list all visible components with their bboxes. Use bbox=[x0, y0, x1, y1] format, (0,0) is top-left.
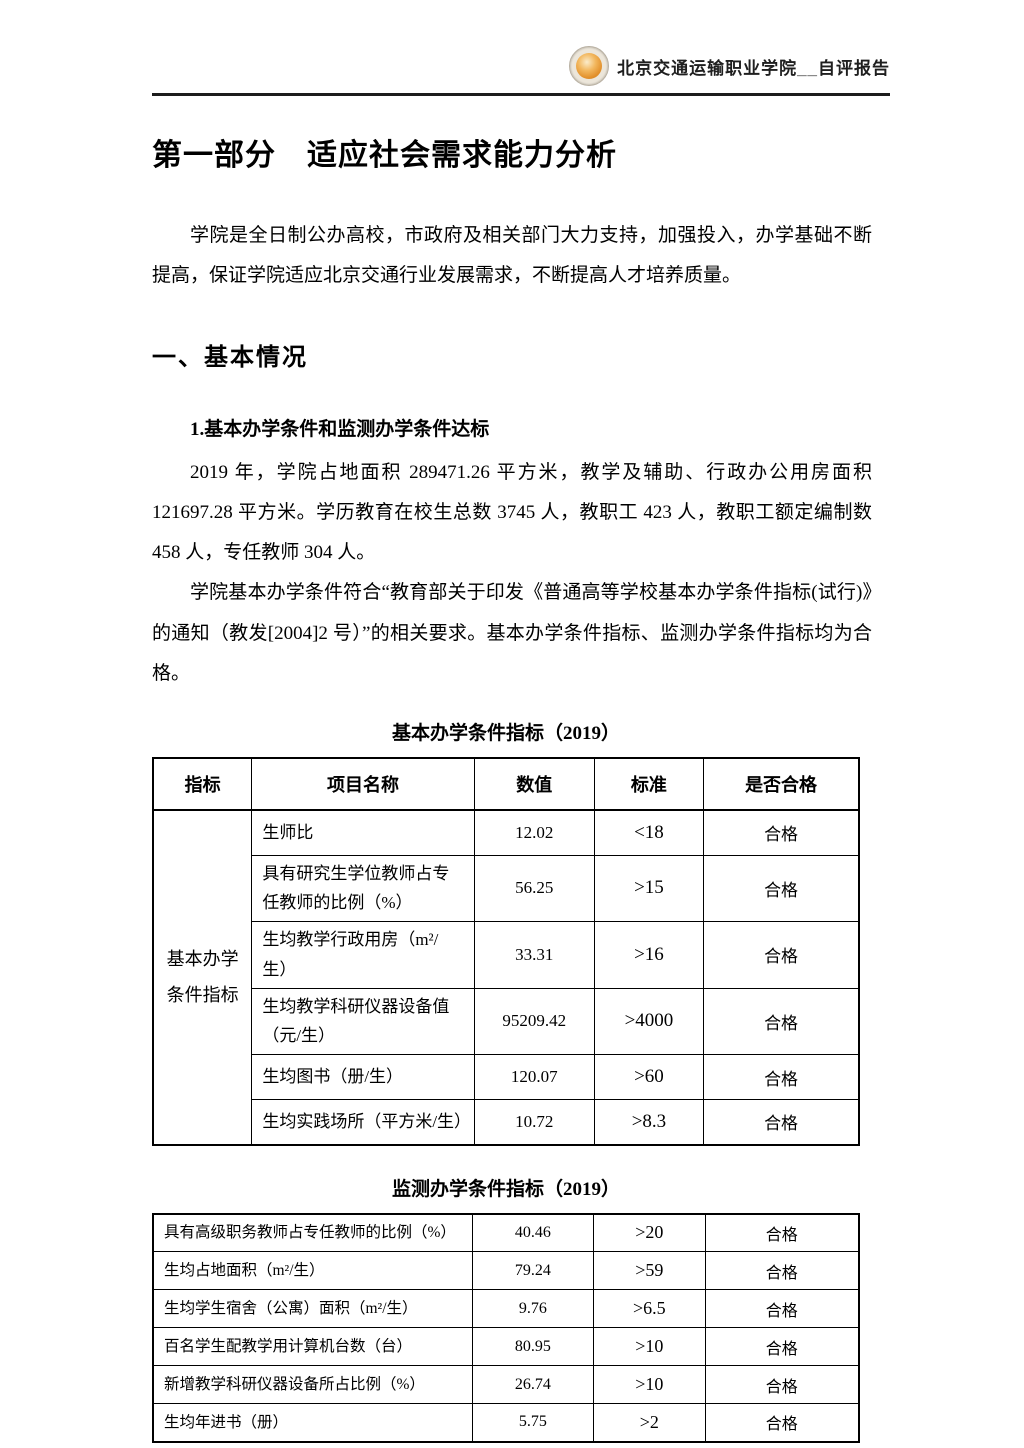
indicator-standard: <18 bbox=[593, 809, 705, 856]
indicator-value: 95209.42 bbox=[473, 987, 595, 1056]
indicator-name: 具有高级职务教师占专任教师的比例（%） bbox=[152, 1213, 473, 1253]
indicator-standard: >8.3 bbox=[593, 1099, 705, 1146]
indicator-value: 79.24 bbox=[471, 1251, 595, 1291]
basic-conditions-table: 指标 项目名称 数值 标准 是否合格 基本办学 条件指标 生师比 12.02 <… bbox=[152, 757, 860, 1146]
intro-paragraph: 学院是全日制公办高校，市政府及相关部门大力支持，加强投入，办学基础不断提高，保证… bbox=[152, 225, 872, 287]
indicator-name: 生均学生宿舍（公寓）面积（m²/生） bbox=[152, 1289, 473, 1329]
indicator-result: 合格 bbox=[703, 1099, 860, 1146]
indicator-result: 合格 bbox=[703, 1054, 860, 1101]
section-heading: 一、基本情况 bbox=[152, 344, 308, 371]
conditions-paragraph: 2019 年，学院占地面积 289471.26 平方米，教学及辅助、行政办公用房… bbox=[152, 461, 872, 564]
table-row: 生均年进书（册） 5.75 >2 合格 bbox=[152, 1403, 860, 1443]
indicator-name: 生均占地面积（m²/生） bbox=[152, 1251, 473, 1291]
indicator-value: 80.95 bbox=[471, 1327, 595, 1367]
indicator-result: 合格 bbox=[704, 1289, 860, 1329]
basic-conditions-table-title: 基本办学条件指标（2019） bbox=[391, 723, 620, 745]
indicator-name: 生均教学行政用房（m²/生） bbox=[251, 921, 475, 989]
table-row: 生均占地面积（m²/生） 79.24 >59 合格 bbox=[152, 1251, 860, 1291]
indicator-result: 合格 bbox=[703, 987, 860, 1056]
indicator-standard: >2 bbox=[593, 1403, 706, 1443]
indicator-result: 合格 bbox=[703, 921, 860, 989]
indicator-name: 具有研究生学位教师占专任教师的比例（%） bbox=[251, 854, 475, 923]
table-row: 具有高级职务教师占专任教师的比例（%） 40.46 >20 合格 bbox=[152, 1213, 860, 1253]
indicator-value: 56.25 bbox=[473, 854, 595, 923]
college-seal-icon bbox=[569, 46, 610, 86]
table-row: 生均实践场所（平方米/生） 10.72 >8.3 合格 bbox=[153, 1099, 860, 1146]
indicator-value: 12.02 bbox=[473, 809, 595, 856]
indicator-standard: >16 bbox=[593, 921, 705, 989]
column-header-standard: 标准 bbox=[593, 757, 705, 812]
indicator-name: 生均图书（册/生） bbox=[251, 1054, 475, 1101]
table-row: 生均教学行政用房（m²/生） 33.31 >16 合格 bbox=[153, 921, 860, 989]
table-row: 生均学生宿舍（公寓）面积（m²/生） 9.76 >6.5 合格 bbox=[152, 1289, 860, 1329]
monitoring-conditions-table: 具有高级职务教师占专任教师的比例（%） 40.46 >20 合格 生均占地面积（… bbox=[152, 1212, 860, 1443]
indicator-name: 生师比 bbox=[251, 809, 475, 856]
compliance-paragraph: 学院基本办学条件符合“教育部关于印发《普通高等学校基本办学条件指标(试行)》的通… bbox=[152, 582, 872, 684]
table-row: 百名学生配教学用计算机台数（台） 80.95 >10 合格 bbox=[152, 1327, 860, 1367]
indicator-result: 合格 bbox=[704, 1213, 860, 1253]
indicator-standard: >60 bbox=[593, 1054, 705, 1101]
table-row: 生均图书（册/生） 120.07 >60 合格 bbox=[153, 1054, 860, 1101]
college-seal-core-icon bbox=[576, 53, 603, 79]
indicator-value: 120.07 bbox=[473, 1054, 595, 1101]
table-row: 生均教学科研仪器设备值（元/生） 95209.42 >4000 合格 bbox=[153, 987, 860, 1056]
indicator-group-cell: 基本办学 条件指标 bbox=[152, 809, 253, 1146]
indicator-value: 40.46 bbox=[471, 1213, 595, 1253]
column-header-value: 数值 bbox=[473, 757, 595, 812]
document-title: 第一部分 适应社会需求能力分析 bbox=[152, 139, 617, 172]
table-row: 基本办学 条件指标 生师比 12.02 <18 合格 bbox=[152, 809, 860, 1146]
group-label-line2: 条件指标 bbox=[166, 985, 239, 1006]
indicator-value: 26.74 bbox=[471, 1365, 595, 1405]
indicator-standard: >10 bbox=[593, 1365, 706, 1405]
indicator-name: 新增教学科研仪器设备所占比例（%） bbox=[152, 1365, 473, 1405]
table-row: 新增教学科研仪器设备所占比例（%） 26.74 >10 合格 bbox=[152, 1365, 860, 1405]
indicator-name: 生均年进书（册） bbox=[152, 1403, 473, 1443]
indicator-value: 33.31 bbox=[473, 921, 595, 989]
indicator-value: 5.75 bbox=[471, 1403, 595, 1443]
table-header-row: 指标 项目名称 数值 标准 是否合格 bbox=[152, 757, 860, 812]
indicator-result: 合格 bbox=[704, 1327, 860, 1367]
group-label-line1: 基本办学 bbox=[166, 949, 239, 970]
indicator-name: 生均实践场所（平方米/生） bbox=[251, 1099, 475, 1146]
indicator-value: 10.72 bbox=[473, 1099, 595, 1146]
indicator-result: 合格 bbox=[704, 1365, 860, 1405]
indicator-standard: >6.5 bbox=[593, 1289, 706, 1329]
column-header-qualified: 是否合格 bbox=[703, 757, 860, 812]
document-body: 第一部分 适应社会需求能力分析 学院是全日制公办高校，市政府及相关部门大力支持，… bbox=[152, 130, 872, 1448]
header-title: 北京交通运输职业学院__自评报告 bbox=[617, 58, 890, 78]
column-header-indicator: 指标 bbox=[152, 757, 253, 812]
indicator-name: 百名学生配教学用计算机台数（台） bbox=[152, 1327, 473, 1367]
indicator-result: 合格 bbox=[704, 1403, 860, 1443]
indicator-name: 生均教学科研仪器设备值（元/生） bbox=[251, 987, 475, 1056]
indicator-value: 9.76 bbox=[471, 1289, 595, 1329]
report-header: 北京交通运输职业学院__自评报告 bbox=[152, 46, 890, 96]
subsection-heading: 1.基本办学条件和监测办学条件达标 bbox=[190, 418, 490, 440]
indicator-standard: >20 bbox=[593, 1213, 706, 1253]
table-row: 具有研究生学位教师占专任教师的比例（%） 56.25 >15 合格 bbox=[153, 854, 860, 923]
indicator-result: 合格 bbox=[703, 854, 860, 923]
indicator-standard: >10 bbox=[593, 1327, 706, 1367]
monitoring-conditions-table-title: 监测办学条件指标（2019） bbox=[391, 1178, 620, 1200]
indicator-standard: >59 bbox=[593, 1251, 706, 1291]
indicator-standard: >4000 bbox=[593, 987, 705, 1056]
indicator-result: 合格 bbox=[703, 809, 860, 856]
indicator-standard: >15 bbox=[593, 854, 705, 923]
indicator-result: 合格 bbox=[704, 1251, 860, 1291]
column-header-item-name: 项目名称 bbox=[251, 757, 475, 812]
